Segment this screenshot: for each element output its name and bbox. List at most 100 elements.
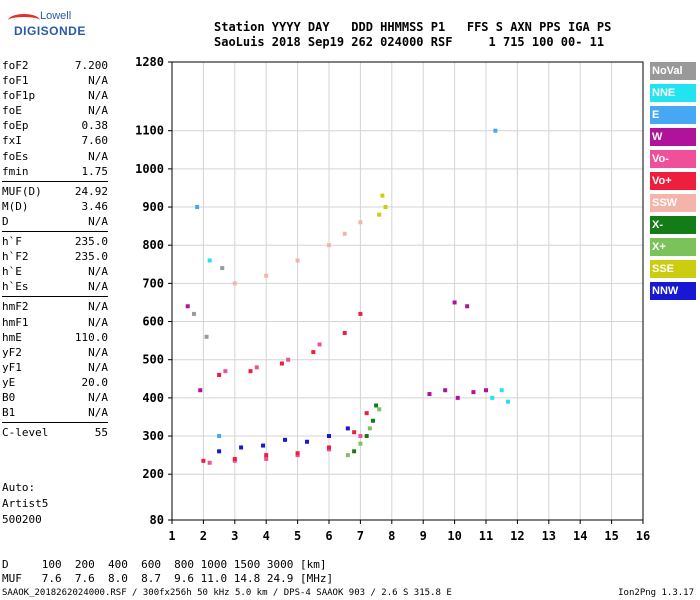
x-tick-label: 13	[542, 529, 556, 543]
param-value: N/A	[88, 214, 108, 228]
data-point-nne	[499, 388, 504, 393]
data-point-nnw	[305, 439, 310, 444]
param-label: foEs	[2, 149, 29, 163]
autoscaling-info: Auto: Artist5 500200	[2, 480, 48, 528]
logo-text-lowell: Lowell	[40, 10, 72, 22]
auto-program: Artist5	[2, 497, 49, 510]
x-tick-label: 9	[420, 529, 427, 543]
data-point-nnw	[327, 434, 331, 439]
data-point-e	[195, 205, 200, 210]
param-separator	[2, 231, 108, 233]
data-point-vo	[207, 460, 212, 465]
param-row: fxI 7.60	[2, 133, 108, 148]
data-point-vo	[327, 445, 331, 450]
param-row: fmin 1.75	[2, 164, 108, 179]
data-point-w	[452, 300, 457, 305]
data-point-x	[374, 403, 379, 408]
data-point-ssw	[342, 231, 347, 236]
param-label: foEp	[2, 119, 29, 133]
x-tick-label: 5	[294, 529, 301, 543]
x-tick-label: 15	[604, 529, 618, 543]
param-value: 7.60	[81, 134, 109, 148]
param-row: h`F 235.0	[2, 234, 108, 249]
param-value: N/A	[88, 265, 108, 279]
param-label: C-level	[2, 426, 49, 440]
param-row: foF1 N/A	[2, 73, 108, 88]
header-columns: Station YYYY DAY DDD HHMMSS P1 FFS S AXN…	[214, 20, 612, 34]
data-point-vo	[254, 365, 259, 370]
auto-version: 500200	[2, 513, 42, 526]
data-point-vo	[358, 434, 363, 439]
param-label: foF1	[2, 74, 29, 88]
param-label: hmF2	[2, 300, 29, 314]
legend-entry-sse: SSE	[650, 260, 696, 278]
muf-distance-row: D 100 200 400 600 800 1000 1500 3000 [km…	[2, 558, 327, 571]
data-point-vo	[217, 372, 222, 377]
data-point-w	[484, 388, 488, 393]
param-row: h`F2 235.0	[2, 249, 108, 264]
param-value: 3.46	[81, 199, 109, 213]
y-tick-label: 600	[142, 315, 164, 329]
legend-entry-x: X+	[650, 238, 696, 256]
param-value: N/A	[88, 280, 108, 294]
x-tick-label: 12	[510, 529, 524, 543]
auto-label: Auto:	[2, 481, 36, 494]
data-point-e	[493, 128, 498, 133]
data-point-w	[471, 390, 476, 395]
param-value: 0.38	[81, 119, 109, 133]
param-label: B0	[2, 390, 16, 404]
param-row: foEp 0.38	[2, 118, 108, 133]
data-point-sse	[383, 205, 388, 210]
data-point-x	[367, 426, 372, 431]
param-label: h`F2	[2, 250, 29, 264]
param-value: 24.92	[74, 184, 108, 198]
y-tick-label: 900	[142, 200, 164, 214]
y-tick-label: 80	[150, 513, 164, 527]
legend-entry-nne: NNE	[650, 84, 696, 102]
data-point-vo	[248, 369, 253, 374]
data-point-x	[364, 434, 369, 439]
data-point-nne	[505, 399, 510, 404]
logo-text-digisonde: DIGISONDE	[14, 24, 86, 38]
data-point-x	[377, 407, 382, 412]
param-value: N/A	[88, 390, 108, 404]
x-tick-label: 16	[636, 529, 650, 543]
y-tick-label: 500	[142, 353, 164, 367]
param-label: foF1p	[2, 89, 36, 103]
header-values: SaoLuis 2018 Sep19 262 024000 RSF 1 715 …	[214, 35, 605, 49]
data-point-vo	[358, 311, 363, 316]
x-tick-label: 14	[573, 529, 587, 543]
data-point-w	[185, 304, 190, 309]
param-separator	[2, 180, 108, 182]
param-label: fxI	[2, 134, 22, 148]
data-point-nnw	[239, 445, 244, 450]
x-tick-label: 8	[388, 529, 395, 543]
y-tick-label: 400	[142, 391, 164, 405]
legend-entry-ssw: SSW	[650, 194, 696, 212]
data-point-vo	[295, 451, 300, 456]
data-point-e	[217, 434, 222, 439]
data-point-noval	[191, 311, 196, 316]
param-label: h`Es	[2, 280, 29, 294]
y-tick-label: 1000	[135, 162, 164, 176]
y-tick-label: 700	[142, 276, 164, 290]
param-row: C-level 55	[2, 425, 108, 440]
x-tick-label: 3	[231, 529, 238, 543]
x-tick-label: 2	[200, 529, 207, 543]
polarization-legend: NoVal NNE E W Vo- Vo+ SSW X- X+ SSE NNW	[650, 62, 696, 304]
param-label: foE	[2, 104, 22, 118]
y-tick-label: 300	[142, 429, 164, 443]
muf-value-row: MUF 7.6 7.6 8.0 8.7 9.6 11.0 14.8 24.9 […	[2, 572, 334, 585]
y-tick-label: 1280	[135, 55, 164, 69]
data-point-vo	[232, 456, 237, 461]
software-version: Ion2Png 1.3.17	[618, 588, 694, 598]
param-label: D	[2, 214, 9, 228]
legend-entry-vo: Vo-	[650, 150, 696, 168]
legend-entry-w: W	[650, 128, 696, 146]
param-row: M(D) 3.46	[2, 199, 108, 214]
param-value: N/A	[88, 360, 108, 374]
param-value: N/A	[88, 104, 108, 118]
data-point-nne	[207, 258, 212, 263]
param-value: 235.0	[74, 235, 108, 249]
param-row: B1 N/A	[2, 405, 108, 420]
